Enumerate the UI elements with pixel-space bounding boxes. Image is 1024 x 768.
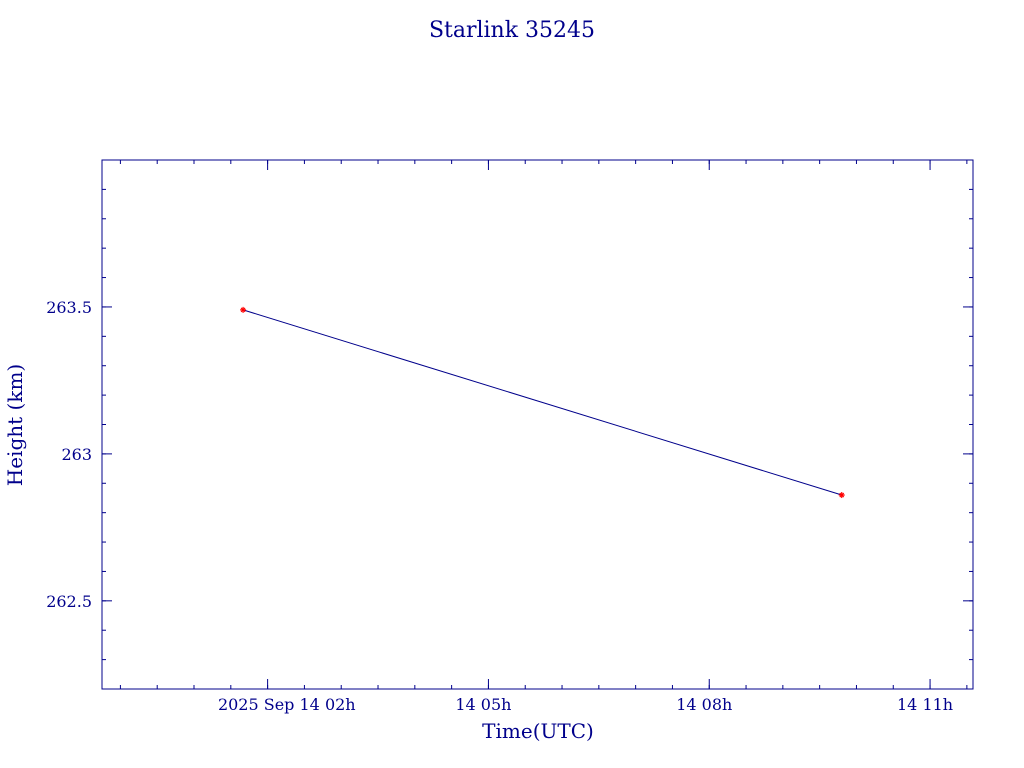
chart-title: Starlink 35245 xyxy=(429,18,595,43)
y-minor-ticks xyxy=(102,159,973,690)
y-major-ticks xyxy=(102,306,973,602)
data-point-marker xyxy=(240,306,247,313)
x-major-ticks xyxy=(267,160,931,689)
x-tick-label-05h: 14 05h xyxy=(455,695,511,714)
x-tick-label-11h: 14 11h xyxy=(897,695,953,714)
plot-frame xyxy=(101,159,974,690)
y-tick-label-262-5: 262.5 xyxy=(46,592,92,611)
y-tick-label-263-5: 263.5 xyxy=(46,298,92,317)
y-tick-label-263: 263 xyxy=(61,445,92,464)
x-minor-ticks xyxy=(119,160,968,689)
x-axis-label: Time(UTC) xyxy=(482,719,594,743)
y-axis-label: Height (km) xyxy=(3,364,27,486)
series-height xyxy=(240,306,845,499)
data-point-marker xyxy=(838,492,845,499)
x-tick-label-02h: 2025 Sep 14 02h xyxy=(218,695,356,714)
x-tick-label-08h: 14 08h xyxy=(676,695,732,714)
series-line xyxy=(242,309,842,496)
